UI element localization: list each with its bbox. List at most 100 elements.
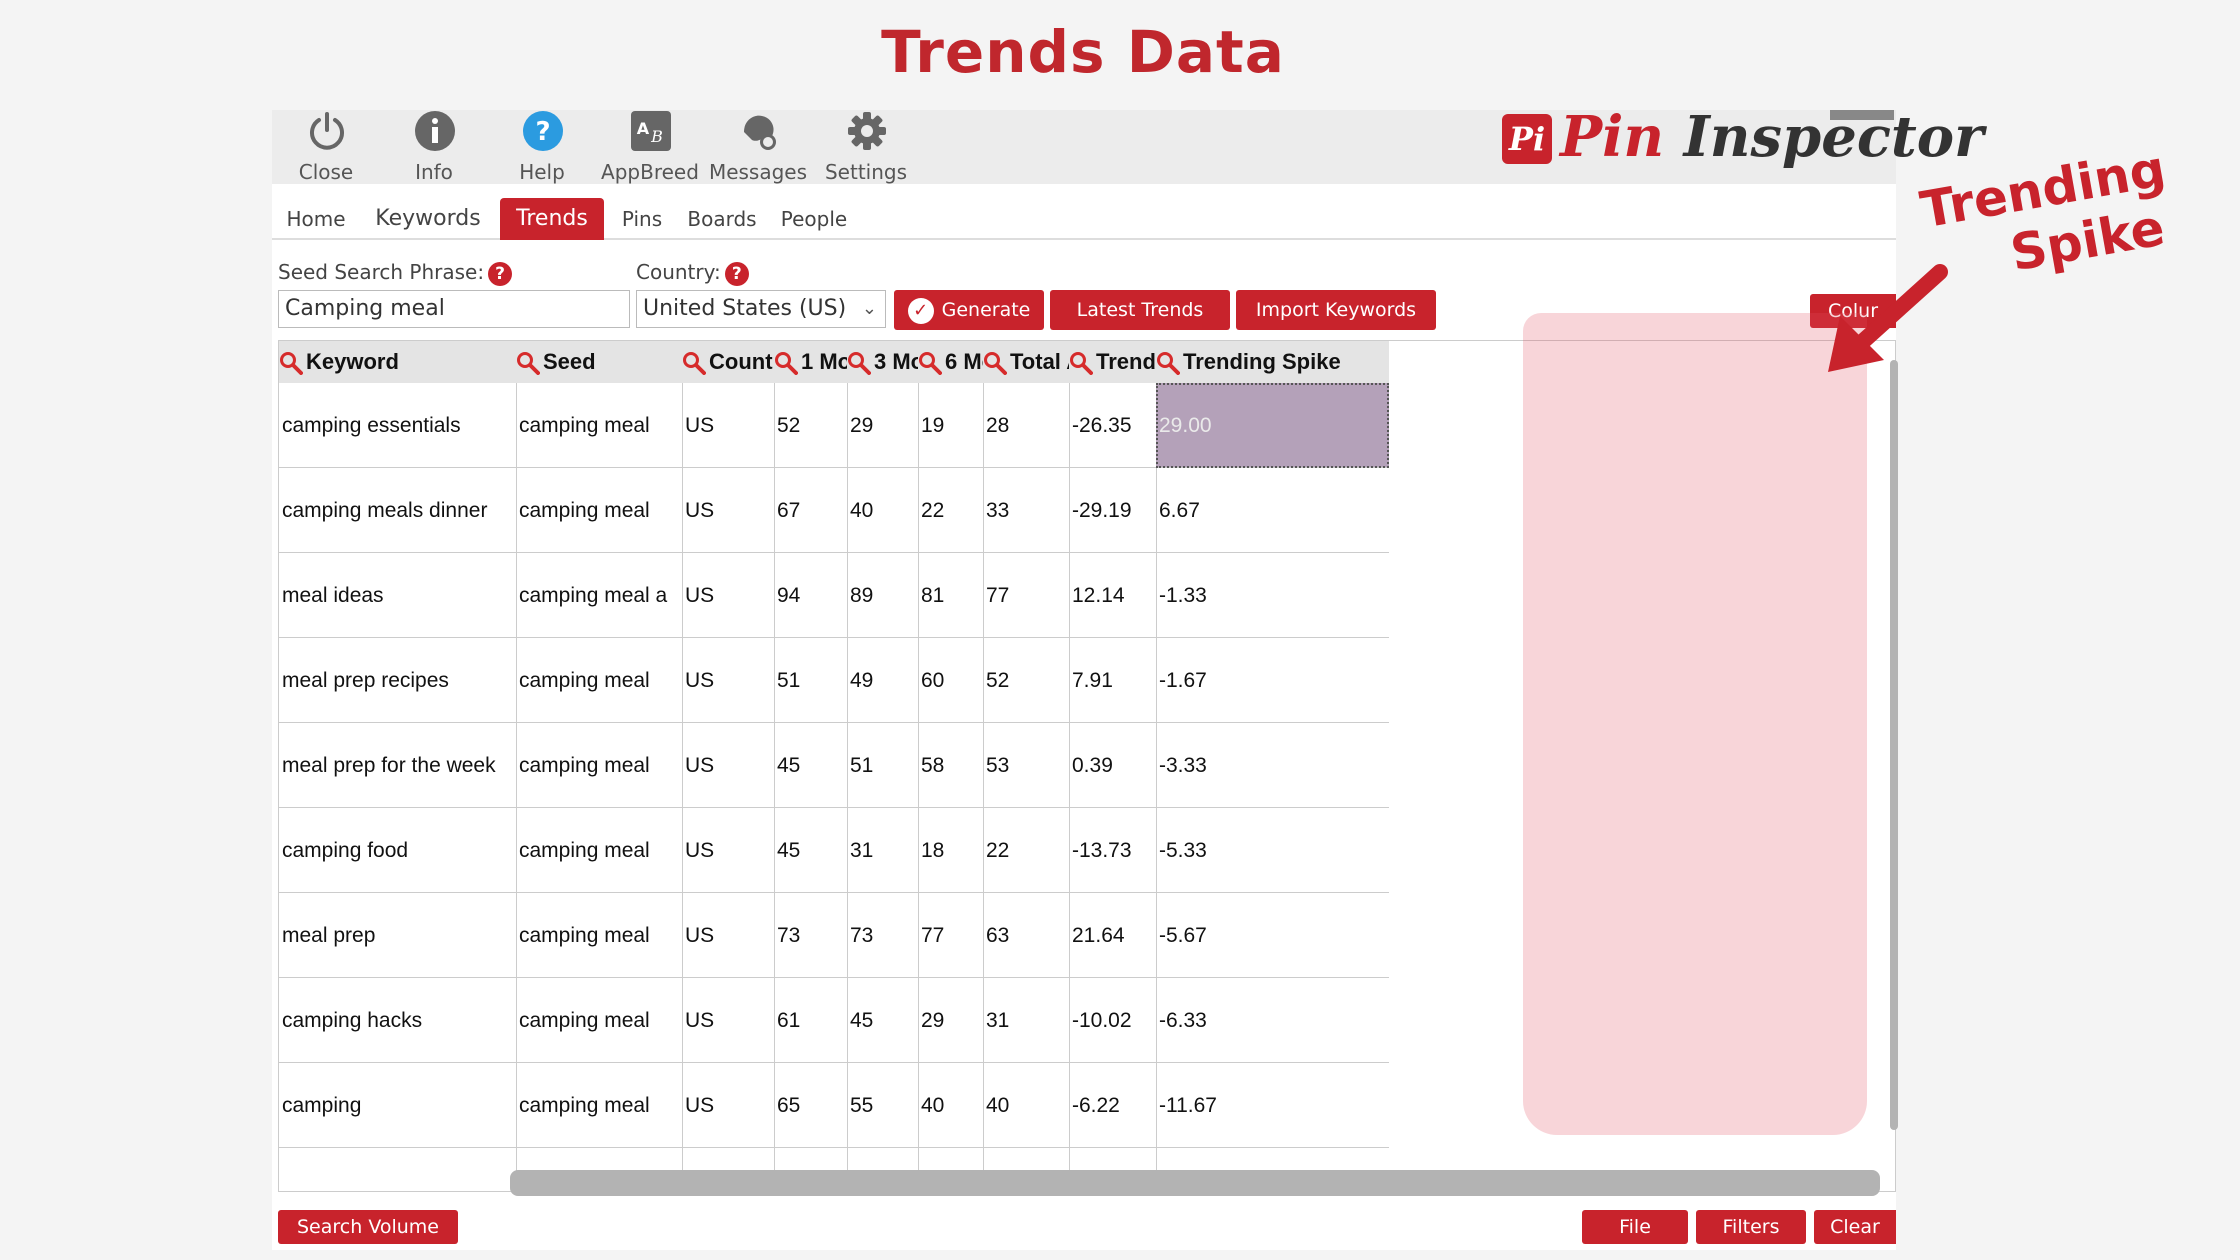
column-header[interactable]: Trend Sl	[1069, 341, 1156, 383]
table-cell[interactable]: 33	[983, 468, 1069, 553]
table-cell[interactable]: US	[682, 893, 774, 978]
table-cell[interactable]: camping meal	[516, 978, 682, 1063]
column-header[interactable]: Keyword	[279, 341, 516, 383]
search-icon[interactable]	[1156, 351, 1180, 376]
table-cell[interactable]: 45	[847, 978, 918, 1063]
table-cell[interactable]: -6.33	[1156, 978, 1389, 1063]
table-cell[interactable]: 55	[847, 1063, 918, 1148]
search-icon[interactable]	[983, 351, 1007, 376]
table-cell[interactable]: -1.33	[1156, 553, 1389, 638]
table-cell[interactable]: 60	[918, 638, 983, 723]
table-cell[interactable]: camping meal	[516, 723, 682, 808]
table-cell[interactable]: camping meal	[516, 808, 682, 893]
help-button[interactable]: ? Help	[488, 110, 596, 184]
column-header[interactable]: 1 Mont	[774, 341, 847, 383]
seed-search-input[interactable]: Camping meal	[278, 290, 630, 328]
table-cell[interactable]: 21.64	[1069, 893, 1156, 978]
table-cell[interactable]: camping meal	[516, 468, 682, 553]
table-cell[interactable]: 19	[918, 383, 983, 468]
horizontal-scrollbar[interactable]	[510, 1170, 1880, 1196]
latest-trends-button[interactable]: Latest Trends	[1050, 290, 1230, 330]
table-cell[interactable]: 52	[983, 638, 1069, 723]
table-cell[interactable]: US	[682, 723, 774, 808]
table-cell[interactable]: -13.73	[1069, 808, 1156, 893]
table-cell[interactable]: US	[682, 1063, 774, 1148]
table-cell[interactable]: 40	[983, 1063, 1069, 1148]
table-cell[interactable]: US	[682, 468, 774, 553]
table-cell[interactable]: camping	[279, 1063, 516, 1148]
country-help-icon[interactable]: ?	[724, 261, 749, 286]
table-cell[interactable]: 77	[918, 893, 983, 978]
table-cell[interactable]: 7.91	[1069, 638, 1156, 723]
table-cell[interactable]: -1.67	[1156, 638, 1389, 723]
settings-button[interactable]: Settings	[812, 110, 920, 184]
table-cell[interactable]: -3.33	[1156, 723, 1389, 808]
table-cell[interactable]: meal ideas	[279, 553, 516, 638]
search-icon[interactable]	[774, 351, 798, 376]
table-cell[interactable]: 61	[774, 978, 847, 1063]
search-icon[interactable]	[279, 351, 303, 376]
table-cell[interactable]: camping meal	[516, 1063, 682, 1148]
table-cell[interactable]: 49	[847, 638, 918, 723]
table-cell[interactable]: 51	[847, 723, 918, 808]
generate-button[interactable]: ✓ Generate	[894, 290, 1044, 330]
table-cell[interactable]: 51	[774, 638, 847, 723]
search-icon[interactable]	[847, 351, 871, 376]
tab-home[interactable]: Home	[286, 207, 346, 231]
table-cell[interactable]: camping meal	[516, 383, 682, 468]
table-cell[interactable]: -6.22	[1069, 1063, 1156, 1148]
table-cell[interactable]: camping meal a	[516, 553, 682, 638]
column-header[interactable]: Country	[682, 341, 774, 383]
appbreed-button[interactable]: A B AppBreed	[596, 110, 704, 184]
table-cell[interactable]: meal prep for the week	[279, 723, 516, 808]
file-button[interactable]: File	[1582, 1210, 1688, 1244]
search-icon[interactable]	[1069, 351, 1093, 376]
table-cell[interactable]: -10.02	[1069, 978, 1156, 1063]
table-cell[interactable]: 40	[847, 468, 918, 553]
search-icon[interactable]	[682, 351, 706, 376]
messages-button[interactable]: Messages	[704, 110, 812, 184]
table-cell[interactable]: 29	[847, 383, 918, 468]
table-cell[interactable]: 81	[918, 553, 983, 638]
table-cell[interactable]: US	[682, 978, 774, 1063]
search-icon[interactable]	[516, 351, 540, 376]
tab-boards[interactable]: Boards	[687, 207, 757, 231]
table-cell[interactable]: US	[682, 808, 774, 893]
table-cell[interactable]: -29.19	[1069, 468, 1156, 553]
table-cell[interactable]: 63	[983, 893, 1069, 978]
table-cell[interactable]: 22	[983, 808, 1069, 893]
table-cell[interactable]: US	[682, 638, 774, 723]
table-cell[interactable]: camping meal	[516, 638, 682, 723]
clear-button[interactable]: Clear	[1814, 1210, 1896, 1244]
table-cell[interactable]: 94	[774, 553, 847, 638]
tab-people[interactable]: People	[780, 207, 848, 231]
column-header[interactable]: 3 Mont	[847, 341, 918, 383]
table-cell[interactable]: 40	[918, 1063, 983, 1148]
table-cell[interactable]: US	[682, 383, 774, 468]
search-volume-button[interactable]: Search Volume	[278, 1210, 458, 1244]
table-cell[interactable]: 0.39	[1069, 723, 1156, 808]
table-cell[interactable]: 45	[774, 723, 847, 808]
table-cell[interactable]: camping food	[279, 808, 516, 893]
close-button[interactable]: Close	[272, 110, 380, 184]
tab-trends[interactable]: Trends	[500, 198, 604, 240]
table-cell[interactable]: 18	[918, 808, 983, 893]
table-cell[interactable]: camping meal	[516, 893, 682, 978]
table-cell[interactable]: US	[682, 553, 774, 638]
table-cell[interactable]: 52	[774, 383, 847, 468]
table-cell[interactable]: 6.67	[1156, 468, 1389, 553]
tab-pins[interactable]: Pins	[621, 207, 663, 231]
table-cell[interactable]: camping essentials	[279, 383, 516, 468]
table-cell[interactable]: 12.14	[1069, 553, 1156, 638]
table-cell[interactable]: camping hacks	[279, 978, 516, 1063]
table-cell[interactable]: -5.33	[1156, 808, 1389, 893]
table-cell[interactable]: -26.35	[1069, 383, 1156, 468]
column-header[interactable]: Total Avc	[983, 341, 1069, 383]
table-cell[interactable]: 89	[847, 553, 918, 638]
tab-keywords[interactable]: Keywords	[375, 206, 481, 231]
table-cell[interactable]: 67	[774, 468, 847, 553]
filters-button[interactable]: Filters	[1696, 1210, 1806, 1244]
table-cell[interactable]: 77	[983, 553, 1069, 638]
vertical-scrollbar[interactable]	[1890, 360, 1898, 1130]
table-cell[interactable]: 29	[918, 978, 983, 1063]
